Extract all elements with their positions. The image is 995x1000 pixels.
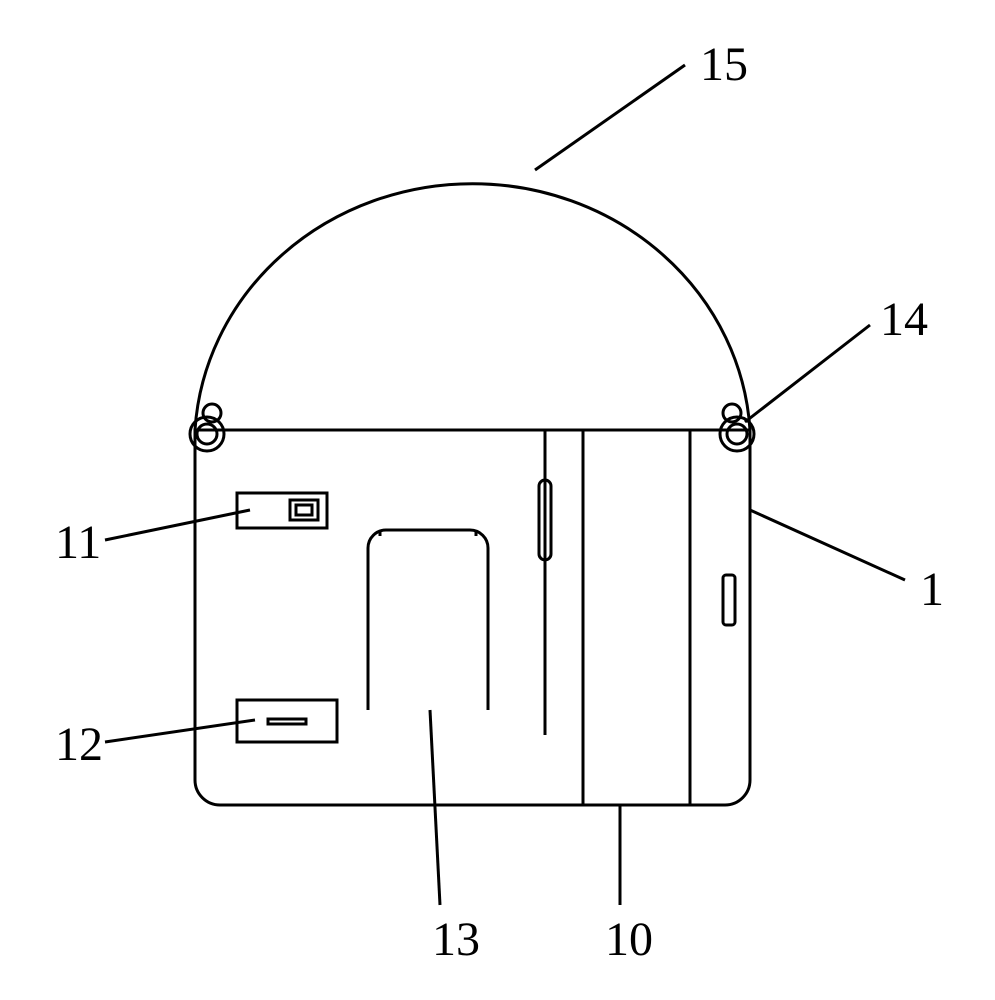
leader-line-11	[105, 510, 250, 540]
drawer-handle	[723, 575, 735, 625]
leader-line-12	[105, 720, 255, 742]
label-11: 11	[55, 516, 101, 569]
handle-ring-right-inner	[727, 424, 747, 444]
switch-inner	[290, 500, 318, 520]
handle-ring-left-inner	[197, 424, 217, 444]
leader-line-1	[750, 510, 905, 580]
switch-innermost	[296, 505, 312, 515]
leader-line-15	[535, 65, 685, 170]
label-12: 12	[55, 718, 103, 771]
slot-slit	[268, 719, 306, 724]
label-14: 14	[880, 293, 928, 346]
diagram-canvas: 15 14 1 11 12 13 10	[0, 0, 995, 1000]
label-1: 1	[920, 563, 944, 616]
label-13: 13	[432, 913, 480, 966]
body-outline	[195, 430, 750, 805]
leader-line-14	[745, 325, 870, 422]
handle-arc	[195, 184, 750, 430]
leader-line-13	[430, 710, 440, 905]
screen-panel	[368, 530, 488, 710]
label-15: 15	[700, 38, 748, 91]
label-10: 10	[605, 913, 653, 966]
